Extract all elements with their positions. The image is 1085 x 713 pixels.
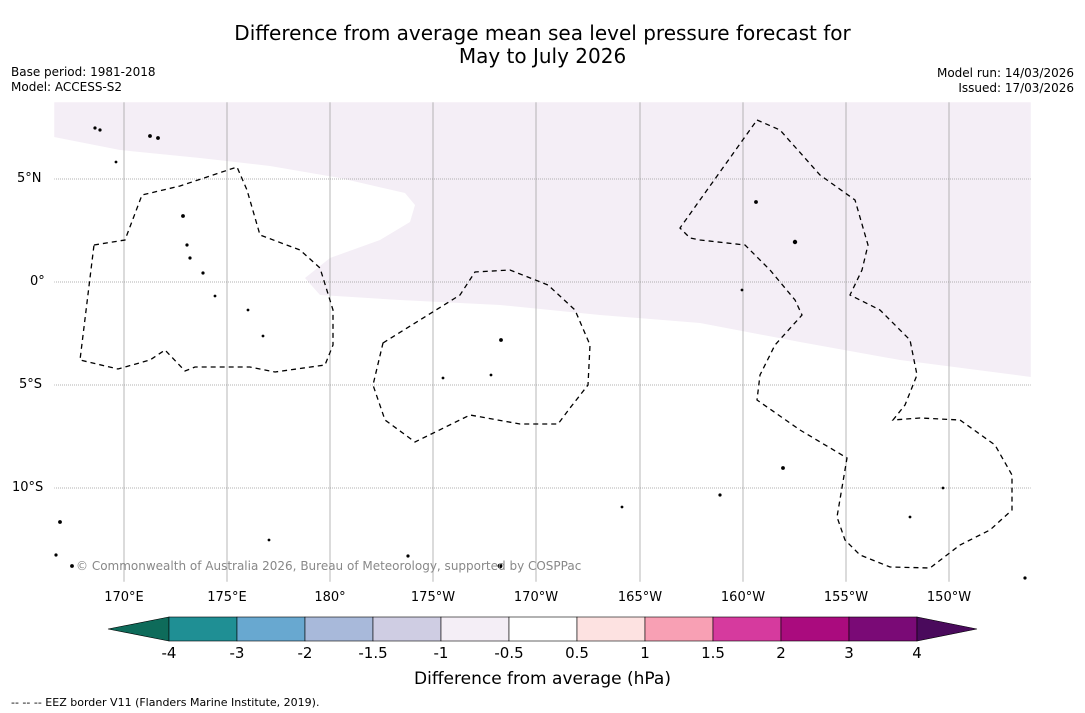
lon-label-150w: 150°W — [926, 590, 972, 605]
colorbar-tick: 4 — [912, 644, 922, 662]
colorbar-segment — [304, 616, 374, 642]
colorbar-segment — [780, 616, 850, 642]
gridlines — [54, 102, 1031, 582]
colorbar-tick: 2 — [776, 644, 786, 662]
colorbar-segment — [508, 616, 578, 642]
lon-label-165w: 165°W — [617, 590, 663, 605]
colorbar-tick: 3 — [844, 644, 854, 662]
colorbar-tick: 0.5 — [565, 644, 589, 662]
colorbar-tick: -2 — [297, 644, 313, 662]
colorbar-tick: -1.5 — [358, 644, 388, 662]
eez-kiribati-gilberts — [79, 166, 334, 373]
colorbar — [107, 616, 978, 642]
map-frame — [53, 101, 1032, 583]
eez-line-islands — [679, 119, 1013, 569]
colorbar-segment — [848, 616, 918, 642]
lon-label-155w: 155°W — [823, 590, 869, 605]
eez-borders — [79, 119, 1013, 569]
lat-label-10s: 10°S — [12, 480, 44, 495]
island-features — [54, 126, 1027, 580]
base-period: Base period: 1981-2018 — [11, 65, 156, 79]
anomaly-region — [54, 102, 1031, 377]
model-run: Model run: 14/03/2026 — [936, 66, 1074, 80]
title-line-2: May to July 2026 — [458, 44, 627, 68]
lat-label-5s: 5°S — [19, 377, 43, 392]
issued-date: Issued: 17/03/2026 — [958, 81, 1074, 95]
colorbar-over-arrow — [916, 616, 978, 642]
lon-label-170e: 170°E — [104, 590, 144, 605]
colorbar-tick: -0.5 — [494, 644, 524, 662]
colorbar-segment — [644, 616, 714, 642]
colorbar-segment — [168, 616, 238, 642]
model-name: Model: ACCESS-S2 — [11, 80, 123, 94]
lon-label-175w: 175°W — [410, 590, 456, 605]
colorbar-under-arrow — [107, 616, 170, 642]
colorbar-segment — [576, 616, 646, 642]
lon-label-170w: 170°W — [513, 590, 559, 605]
colorbar-tick: -4 — [161, 644, 177, 662]
colorbar-segment — [440, 616, 510, 642]
meta-left: Base period: 1981-2018 Model: ACCESS-S2 — [11, 65, 156, 95]
eez-tokelau-phoenix — [372, 269, 591, 443]
colorbar-segment — [712, 616, 782, 642]
colorbar-tick: -1 — [433, 644, 449, 662]
colorbar-segment — [372, 616, 442, 642]
chart-title: Difference from average mean sea level p… — [0, 22, 1085, 68]
copyright-credit: © Commonwealth of Australia 2026, Bureau… — [76, 559, 582, 573]
colorbar-tick: 1.5 — [701, 644, 725, 662]
colorbar-tick: 1 — [640, 644, 650, 662]
colorbar-tick: -3 — [229, 644, 245, 662]
lat-label-5n: 5°N — [17, 171, 42, 186]
lon-label-160w: 160°W — [720, 590, 766, 605]
eez-footnote: -- -- -- EEZ border V11 (Flanders Marine… — [11, 696, 320, 709]
lat-label-0: 0° — [30, 274, 45, 289]
title-line-1: Difference from average mean sea level p… — [234, 21, 851, 45]
colorbar-segment — [236, 616, 306, 642]
lon-label-175e: 175°E — [207, 590, 247, 605]
lon-label-180: 180° — [314, 590, 346, 605]
meta-right: Model run: 14/03/2026 Issued: 17/03/2026 — [937, 66, 1074, 96]
colorbar-label: Difference from average (hPa) — [414, 669, 671, 689]
